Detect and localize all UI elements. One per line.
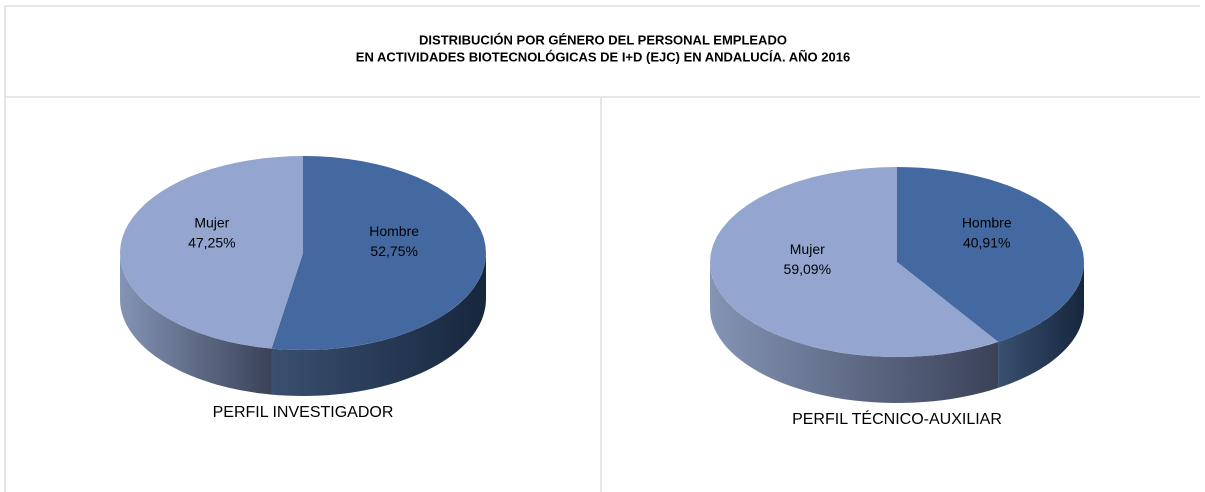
- slice-side: [710, 262, 999, 403]
- title-line: DISTRIBUCIÓN POR GÉNERO DEL PERSONAL EMP…: [419, 32, 787, 47]
- slice-category: Mujer: [790, 241, 825, 257]
- slice: [120, 156, 303, 349]
- slice-side: [120, 253, 272, 395]
- slice-value: 47,25%: [188, 235, 235, 251]
- title-line: EN ACTIVIDADES BIOTECNOLÓGICAS DE I+D (E…: [356, 49, 850, 64]
- pie-title: PERFIL TÉCNICO-AUXILIAR: [792, 409, 1002, 428]
- slice-value: 40,91%: [963, 234, 1010, 250]
- slice-value: 59,09%: [784, 261, 831, 277]
- slice: [271, 156, 486, 350]
- slice-category: Mujer: [194, 215, 229, 231]
- slice-value: 52,75%: [370, 243, 417, 259]
- slice: [897, 167, 1084, 342]
- slice-category: Hombre: [962, 214, 1012, 230]
- pie-title: PERFIL INVESTIGADOR: [213, 404, 394, 421]
- slice: [710, 167, 999, 357]
- slice-category: Hombre: [369, 223, 419, 239]
- slice-side: [998, 262, 1084, 388]
- slice-side: [271, 253, 486, 396]
